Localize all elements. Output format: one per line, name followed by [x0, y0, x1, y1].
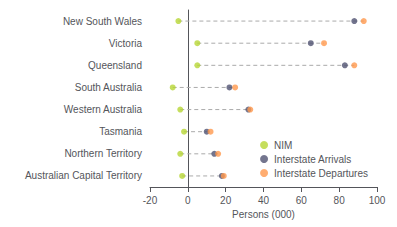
svg-text:0: 0 [185, 195, 191, 206]
svg-text:Queensland: Queensland [88, 60, 142, 71]
svg-text:-20: -20 [143, 195, 158, 206]
svg-text:Tasmania: Tasmania [99, 126, 142, 137]
svg-text:Interstate Arrivals: Interstate Arrivals [274, 154, 351, 165]
svg-text:Australian Capital Territory: Australian Capital Territory [25, 170, 142, 181]
svg-text:Victoria: Victoria [109, 38, 143, 49]
svg-text:Persons (000): Persons (000) [232, 209, 295, 220]
svg-text:New South Wales: New South Wales [63, 16, 142, 27]
svg-text:40: 40 [258, 195, 270, 206]
svg-text:60: 60 [296, 195, 308, 206]
svg-text:100: 100 [369, 195, 386, 206]
svg-text:Northern Territory: Northern Territory [64, 148, 142, 159]
svg-text:20: 20 [220, 195, 232, 206]
svg-text:NIM: NIM [274, 140, 292, 151]
svg-text:South Australia: South Australia [75, 82, 143, 93]
svg-text:Western Australia: Western Australia [64, 104, 143, 115]
svg-text:Interstate Departures: Interstate Departures [274, 168, 368, 179]
svg-text:80: 80 [334, 195, 346, 206]
